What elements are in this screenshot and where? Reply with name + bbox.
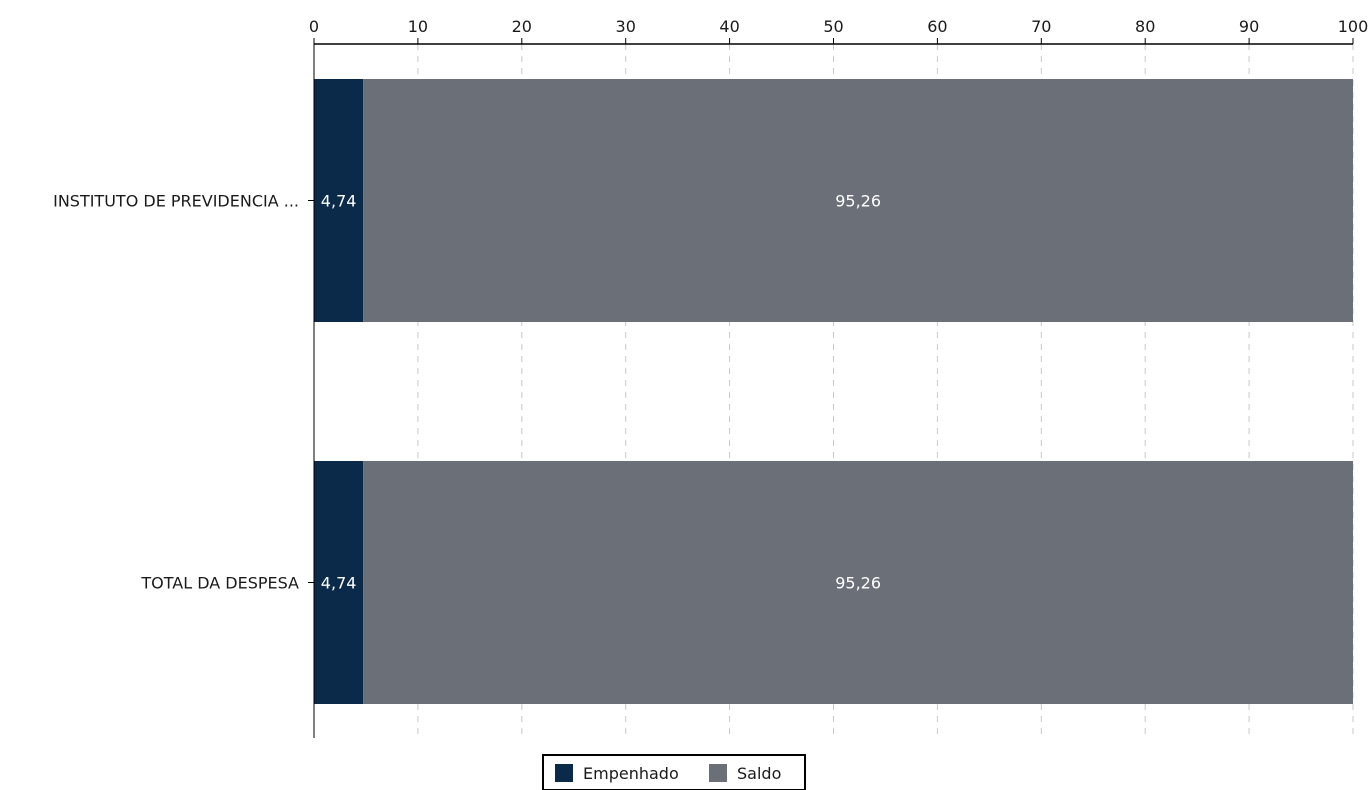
bar-saldo-0 <box>363 79 1353 322</box>
data-label-empenhado-0: 4,74 <box>321 192 357 211</box>
x-tick-label: 50 <box>823 17 843 36</box>
x-axis: 0 10 20 30 40 50 60 70 80 90 100 <box>309 17 1369 45</box>
legend-box <box>542 754 806 790</box>
x-tick-label: 10 <box>408 17 428 36</box>
category-label: TOTAL DA DESPESA <box>140 574 299 593</box>
x-tick-label: 100 <box>1338 17 1369 36</box>
x-tick-label: 30 <box>616 17 636 36</box>
bar-saldo-1 <box>363 461 1353 704</box>
legend: Empenhado Saldo <box>542 754 806 790</box>
y-axis: INSTITUTO DE PREVIDENCIA ... TOTAL DA DES… <box>53 44 315 738</box>
legend-swatch-saldo <box>709 764 727 782</box>
x-tick-label: 80 <box>1135 17 1155 36</box>
data-label-empenhado-1: 4,74 <box>321 574 357 593</box>
x-tick-label: 90 <box>1239 17 1259 36</box>
category-label: INSTITUTO DE PREVIDENCIA ... <box>53 192 299 211</box>
bar-empenhado-0 <box>314 79 364 322</box>
x-tick-label: 60 <box>927 17 947 36</box>
x-tick-label: 70 <box>1031 17 1051 36</box>
data-label-saldo-0: 95,26 <box>835 192 881 211</box>
bar-empenhado-1 <box>314 461 364 704</box>
legend-swatch-empenhado <box>555 764 573 782</box>
x-tick-label: 0 <box>309 17 319 36</box>
x-tick-label: 40 <box>719 17 739 36</box>
bars: 4,74 95,26 4,74 95,26 <box>314 79 1353 704</box>
x-tick-label: 20 <box>512 17 532 36</box>
legend-label-saldo: Saldo <box>737 764 781 783</box>
legend-label-empenhado: Empenhado <box>583 764 679 783</box>
data-label-saldo-1: 95,26 <box>835 574 881 593</box>
